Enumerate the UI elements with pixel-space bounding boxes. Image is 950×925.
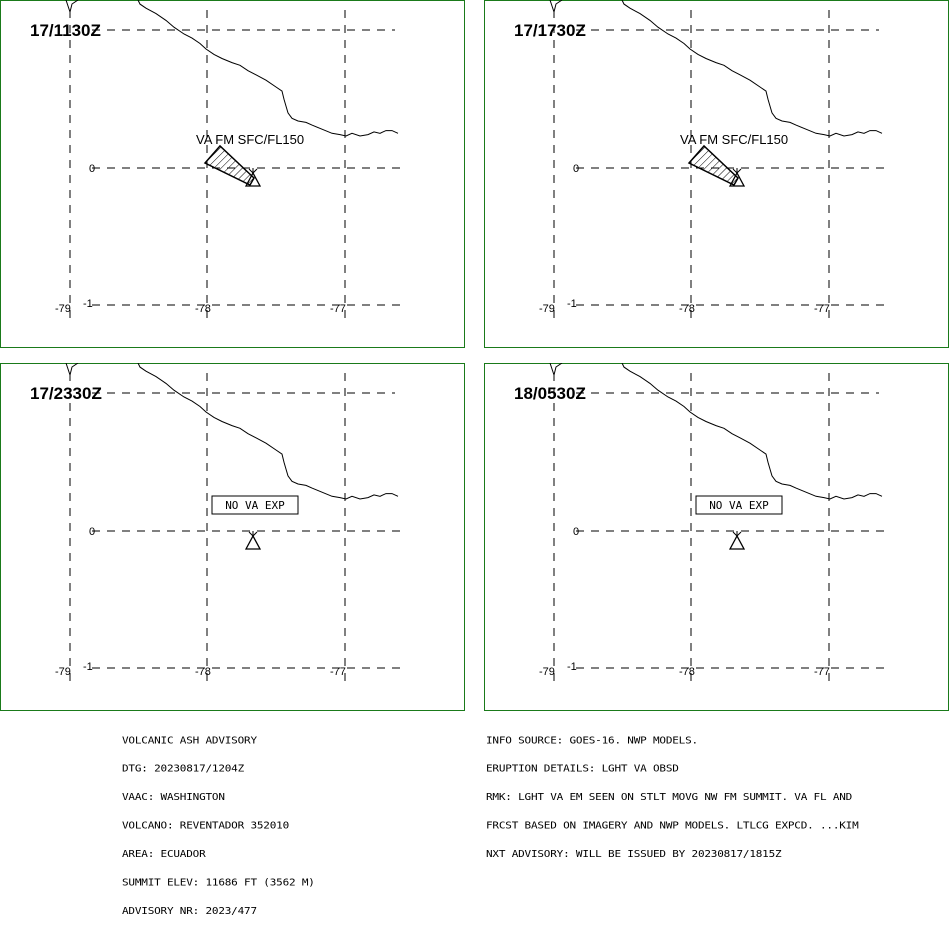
map-svg-4: 18/0530Z 0 -1 -79 -78 -77 NO VA EXP (484, 363, 949, 711)
advisory-summit-elev: SUMMIT ELEV: 11686 FT (3562 M) (122, 876, 315, 889)
coastline (137, 363, 399, 500)
no-ash-box (211, 495, 299, 515)
lon-label-79: -79 (539, 303, 555, 315)
advisory-vaac: VAAC: WASHINGTON (122, 790, 225, 803)
advisory-remarks-1: RMK: LGHT VA EM SEEN ON STLT MOVG NW FM … (486, 790, 853, 803)
valid-time-label: 17/1730Z (514, 21, 586, 40)
lat-label-0: 0 (89, 526, 95, 538)
lon-label-78: -78 (679, 666, 695, 678)
lon-label-78: -78 (195, 303, 211, 315)
panel-frame (0, 363, 465, 711)
lon-label-78: -78 (195, 666, 211, 678)
map-panel-3: 17/2330Z 0 -1 -79 -78 -77 NO VA EXP (0, 363, 465, 711)
lon-label-79: -79 (55, 303, 71, 315)
advisory-text-left: VOLCANIC ASH ADVISORY DTG: 20230817/1204… (122, 717, 315, 925)
lon-label-77: -77 (814, 666, 830, 678)
lat-label-minus1: -1 (567, 298, 577, 310)
advisory-number: ADVISORY NR: 2023/477 (122, 904, 257, 917)
map-svg-2: 17/1730Z 0 -1 -79 -78 -77 VA FM SFC/FL150 (484, 0, 949, 348)
no-ash-box (695, 495, 783, 515)
advisory-next: NXT ADVISORY: WILL BE ISSUED BY 20230817… (486, 847, 782, 860)
lat-label-0: 0 (573, 526, 579, 538)
ash-cloud-area (203, 144, 255, 186)
advisory-dtg: DTG: 20230817/1204Z (122, 762, 245, 775)
valid-time-label: 17/2330Z (30, 384, 102, 403)
advisory-info-source: INFO SOURCE: GOES-16. NWP MODELS. (486, 734, 698, 747)
advisory-text-right: INFO SOURCE: GOES-16. NWP MODELS. ERUPTI… (486, 717, 859, 869)
coast-fragment (65, 363, 79, 377)
lon-label-77: -77 (330, 666, 346, 678)
advisory-title: VOLCANIC ASH ADVISORY (122, 734, 257, 747)
valid-time-label: 17/1130Z (30, 21, 101, 40)
map-svg-3: 17/2330Z 0 -1 -79 -78 -77 NO VA EXP (0, 363, 465, 711)
coastline (621, 0, 883, 137)
coast-fragment (549, 363, 563, 377)
lon-label-79: -79 (539, 666, 555, 678)
no-ash-label: NO VA EXP (709, 499, 769, 512)
ash-layer-label: VA FM SFC/FL150 (196, 132, 304, 147)
ash-cloud-area (687, 144, 739, 186)
no-ash-label: NO VA EXP (225, 499, 285, 512)
coastline (621, 363, 883, 500)
panel-frame (484, 0, 949, 348)
lon-label-78: -78 (679, 303, 695, 315)
map-panel-2: 17/1730Z 0 -1 -79 -78 -77 VA FM SFC/FL150 (484, 0, 949, 348)
coastline (137, 0, 399, 137)
volcano-icon (244, 531, 262, 550)
advisory-area: AREA: ECUADOR (122, 847, 206, 860)
lat-label-minus1: -1 (83, 298, 93, 310)
map-panel-4: 18/0530Z 0 -1 -79 -78 -77 NO VA EXP (484, 363, 949, 711)
lat-label-0: 0 (89, 163, 95, 175)
coast-fragment (549, 0, 563, 14)
map-svg-1: 17/1130Z 0 -1 -79 -78 -77 VA FM SFC/FL150 (0, 0, 465, 348)
valid-time-label: 18/0530Z (514, 384, 586, 403)
lat-label-minus1: -1 (567, 661, 577, 673)
panel-frame (484, 363, 949, 711)
volcano-icon (728, 531, 746, 550)
map-panel-1: 17/1130Z 0 -1 -79 -78 -77 VA FM SFC/FL150 (0, 0, 465, 348)
coast-fragment (65, 0, 79, 14)
lon-label-77: -77 (330, 303, 346, 315)
advisory-eruption-details: ERUPTION DETAILS: LGHT VA OBSD (486, 762, 679, 775)
lon-label-77: -77 (814, 303, 830, 315)
advisory-volcano: VOLCANO: REVENTADOR 352010 (122, 819, 289, 832)
ash-layer-label: VA FM SFC/FL150 (680, 132, 788, 147)
lat-label-0: 0 (573, 163, 579, 175)
lat-label-minus1: -1 (83, 661, 93, 673)
advisory-remarks-2: FRCST BASED ON IMAGERY AND NWP MODELS. L… (486, 819, 859, 832)
panel-frame (0, 0, 465, 348)
lon-label-79: -79 (55, 666, 71, 678)
